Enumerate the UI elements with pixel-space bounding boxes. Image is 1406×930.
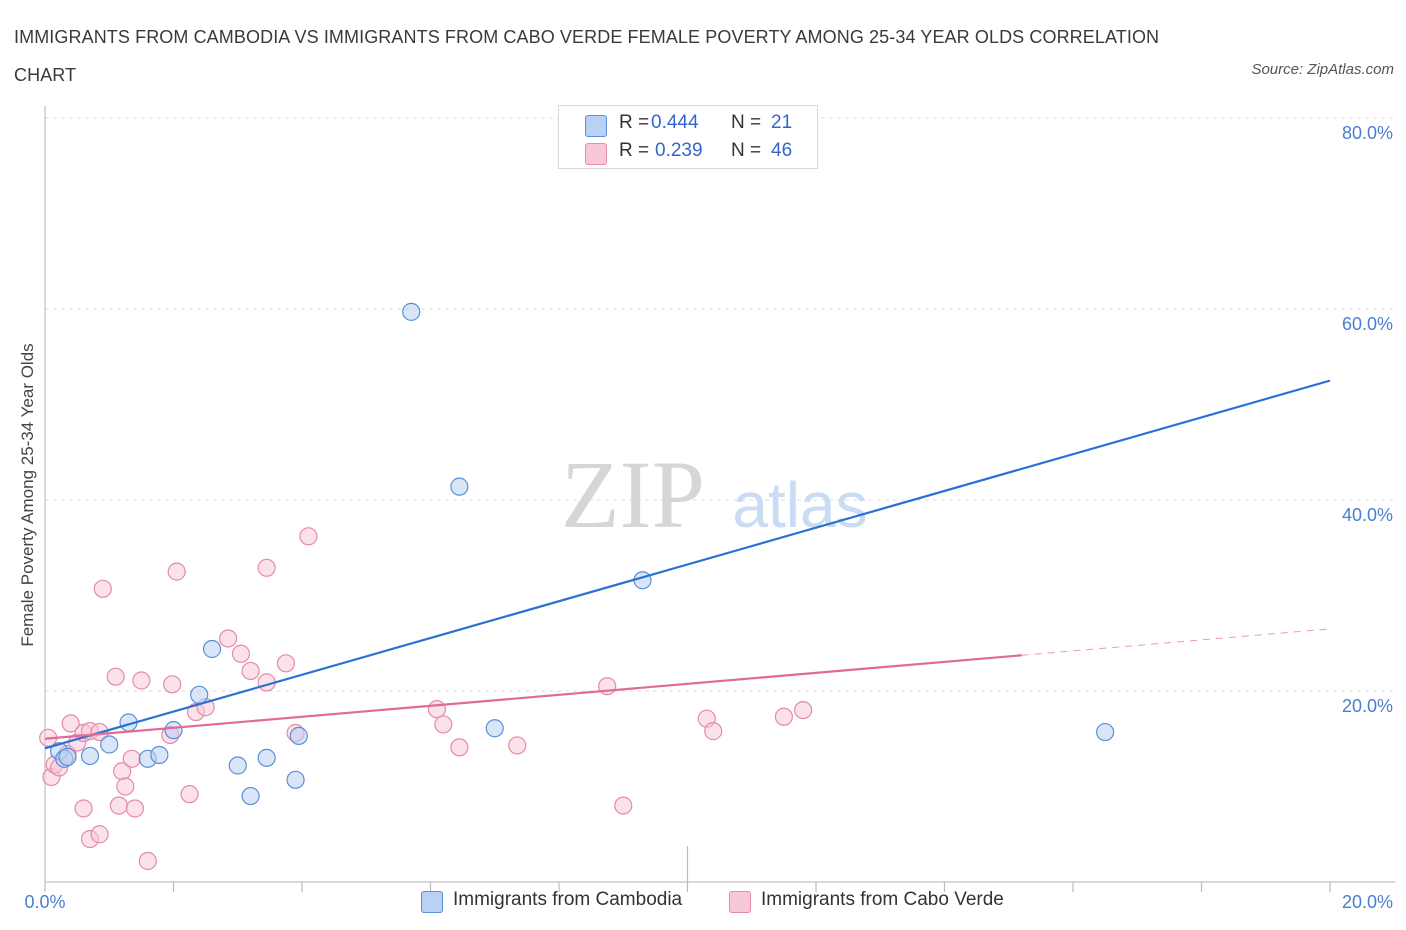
n-value-cambodia: 21 (771, 112, 793, 133)
cabo-verde-point (704, 722, 723, 741)
legend-swatch-cabo-verde (585, 143, 607, 165)
cambodia-point (100, 735, 119, 754)
cabo-verde-point (93, 579, 112, 598)
cabo-verde-point (427, 700, 447, 719)
cabo-verde-point (299, 527, 318, 546)
cabo-verde-point (434, 715, 453, 734)
cabo-verde-point (257, 558, 276, 577)
cabo-verde-point (167, 562, 186, 581)
cambodia-point (289, 726, 308, 745)
cabo-verde-point (125, 799, 145, 818)
tick-labels: 20.0% 40.0% 60.0% 80.0% 0.0% 20.0% (24, 123, 1393, 912)
series-legend: Immigrants from Cambodia Immigrants from… (0, 888, 1406, 918)
watermark-atlas: atlas (732, 469, 867, 541)
legend-label-cabo-verde: Immigrants from Cabo Verde (761, 889, 1004, 910)
axes (44, 106, 1395, 892)
trend-line-cambodia (44, 379, 1331, 750)
cambodia-point (202, 639, 222, 659)
watermark: ZIP atlas (561, 441, 868, 548)
cabo-verde-point (180, 785, 199, 804)
trend-line-cabo-verde (44, 654, 1022, 740)
cambodia-point (80, 746, 100, 766)
x-tick-label: 20.0% (1342, 892, 1393, 912)
cabo-verde-point (163, 675, 182, 694)
cabo-verde-point (109, 796, 128, 815)
cabo-verde-point (508, 736, 527, 755)
cabo-verde-point (219, 629, 238, 648)
trend-lines (44, 379, 1331, 750)
legend-swatch-cabo-verde (729, 891, 751, 913)
n-label: N = (731, 140, 762, 161)
cambodia-point (257, 748, 276, 767)
y-tick-label: 80.0% (1342, 123, 1393, 143)
gridlines (45, 117, 1395, 692)
cambodia-point (164, 721, 183, 740)
cambodia-point (633, 571, 652, 590)
cabo-verde-point (774, 707, 793, 726)
cabo-verde-point (116, 777, 135, 796)
legend-swatch-cambodia (421, 891, 443, 913)
cambodia-point (1096, 722, 1115, 742)
legend-label-cambodia: Immigrants from Cambodia (453, 889, 683, 910)
cambodia-point (485, 719, 504, 738)
cambodia-point (450, 477, 469, 496)
y-tick-label: 60.0% (1342, 314, 1393, 334)
n-value-cabo-verde: 46 (771, 140, 793, 161)
cambodia-point (402, 302, 421, 321)
cabo-verde-point (132, 671, 151, 690)
cabo-verde-point (794, 700, 813, 720)
cambodia-point (228, 756, 247, 775)
source-credit: Source: ZipAtlas.com (1251, 61, 1394, 78)
cabo-verde-point (90, 825, 109, 844)
cabo-verde-point (450, 738, 469, 757)
cabo-verde-point (241, 661, 260, 681)
n-label: N = (731, 112, 762, 133)
cambodia-point (190, 685, 209, 704)
chart-title: IMMIGRANTS FROM CAMBODIA VS IMMIGRANTS F… (14, 27, 1160, 85)
cabo-verde-point (74, 799, 93, 818)
cambodia-point (150, 745, 169, 765)
cabo-verde-point (276, 654, 296, 673)
cambodia-point (286, 770, 305, 789)
cabo-verde-point (61, 714, 80, 733)
r-label: R = (619, 140, 650, 161)
y-tick-label: 40.0% (1342, 505, 1393, 525)
x-tick-label: 0.0% (24, 892, 65, 912)
cabo-verde-point (138, 851, 157, 871)
cambodia-point (58, 747, 77, 766)
cabo-verde-point (231, 644, 251, 663)
y-tick-label: 20.0% (1342, 696, 1393, 716)
stats-legend: R = 0.444 N = 21 R = 0.239 N = 46 (558, 105, 818, 169)
legend-swatch-cambodia (585, 115, 607, 137)
r-value-cabo-verde: 0.239 (655, 140, 703, 161)
data-points (39, 302, 1115, 871)
trend-line-cabo-verde-extension (1021, 628, 1331, 656)
cabo-verde-point (614, 796, 633, 815)
r-label: R = (619, 112, 650, 133)
cabo-verde-point (122, 749, 141, 768)
r-value-cambodia: 0.444 (651, 112, 699, 133)
cabo-verde-point (106, 667, 125, 686)
watermark-zip: ZIP (561, 441, 705, 548)
cambodia-point (241, 786, 260, 806)
